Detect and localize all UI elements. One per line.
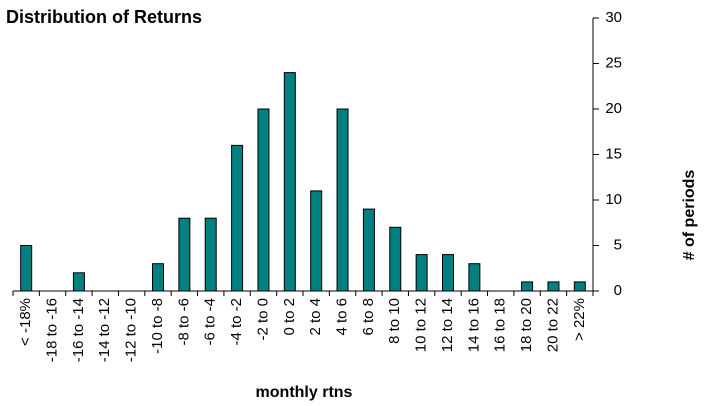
bar (152, 263, 164, 292)
y-axis-title: # of periods (681, 170, 698, 261)
bar (72, 272, 85, 292)
x-tick-label: 20 to 22 (544, 298, 561, 352)
bar (521, 281, 534, 292)
bar (547, 281, 560, 292)
bar (178, 217, 191, 292)
bar (415, 254, 428, 292)
bar (20, 245, 33, 292)
y-tick-label: 15 (605, 145, 622, 162)
x-tick-label: 8 to 10 (386, 298, 403, 344)
bar (257, 108, 270, 292)
bar (283, 72, 296, 292)
bar (389, 226, 402, 292)
x-tick-label: 10 to 12 (413, 298, 430, 352)
x-tick-label: -18 to -16 (44, 298, 61, 362)
x-tick-label: 12 to 14 (439, 298, 456, 352)
y-tick-label: 30 (605, 9, 622, 26)
x-tick-label: < -18% (17, 298, 34, 346)
chart-title: Distribution of Returns (6, 7, 202, 27)
x-tick-label: 2 to 4 (307, 298, 324, 336)
x-axis-title: monthly rtns (256, 384, 353, 401)
x-tick-label: -6 to -4 (202, 298, 219, 346)
x-tick-label: -2 to 0 (254, 298, 271, 341)
y-tick-label: 0 (614, 282, 622, 299)
x-tick-label: 16 to 18 (492, 298, 509, 352)
x-tick-label: 6 to 8 (360, 298, 377, 336)
y-tick-label: 25 (605, 54, 622, 71)
x-tick-label: -16 to -14 (70, 298, 87, 362)
x-tick-label: 0 to 2 (281, 298, 298, 336)
y-tick-label: 10 (605, 191, 622, 208)
bar (336, 108, 349, 292)
x-tick-label: > 22% (571, 298, 588, 341)
x-tick-label: 14 to 16 (465, 298, 482, 352)
x-tick-label: -14 to -12 (96, 298, 113, 362)
bar (442, 254, 454, 292)
bar (468, 263, 481, 292)
x-tick-label: -4 to -2 (228, 298, 245, 346)
bar (204, 217, 217, 292)
bar (362, 208, 375, 292)
bar (573, 281, 586, 292)
x-tick-label: 18 to 20 (518, 298, 535, 352)
y-tick-label: 20 (605, 100, 622, 117)
x-tick-label: -8 to -6 (175, 298, 192, 346)
x-tick-label: -10 to -8 (149, 298, 166, 354)
bar (310, 190, 323, 292)
bar (231, 144, 244, 292)
x-tick-label: 4 to 6 (334, 298, 351, 336)
x-tick-label: -12 to -10 (123, 298, 140, 362)
y-tick-label: 5 (614, 236, 622, 253)
